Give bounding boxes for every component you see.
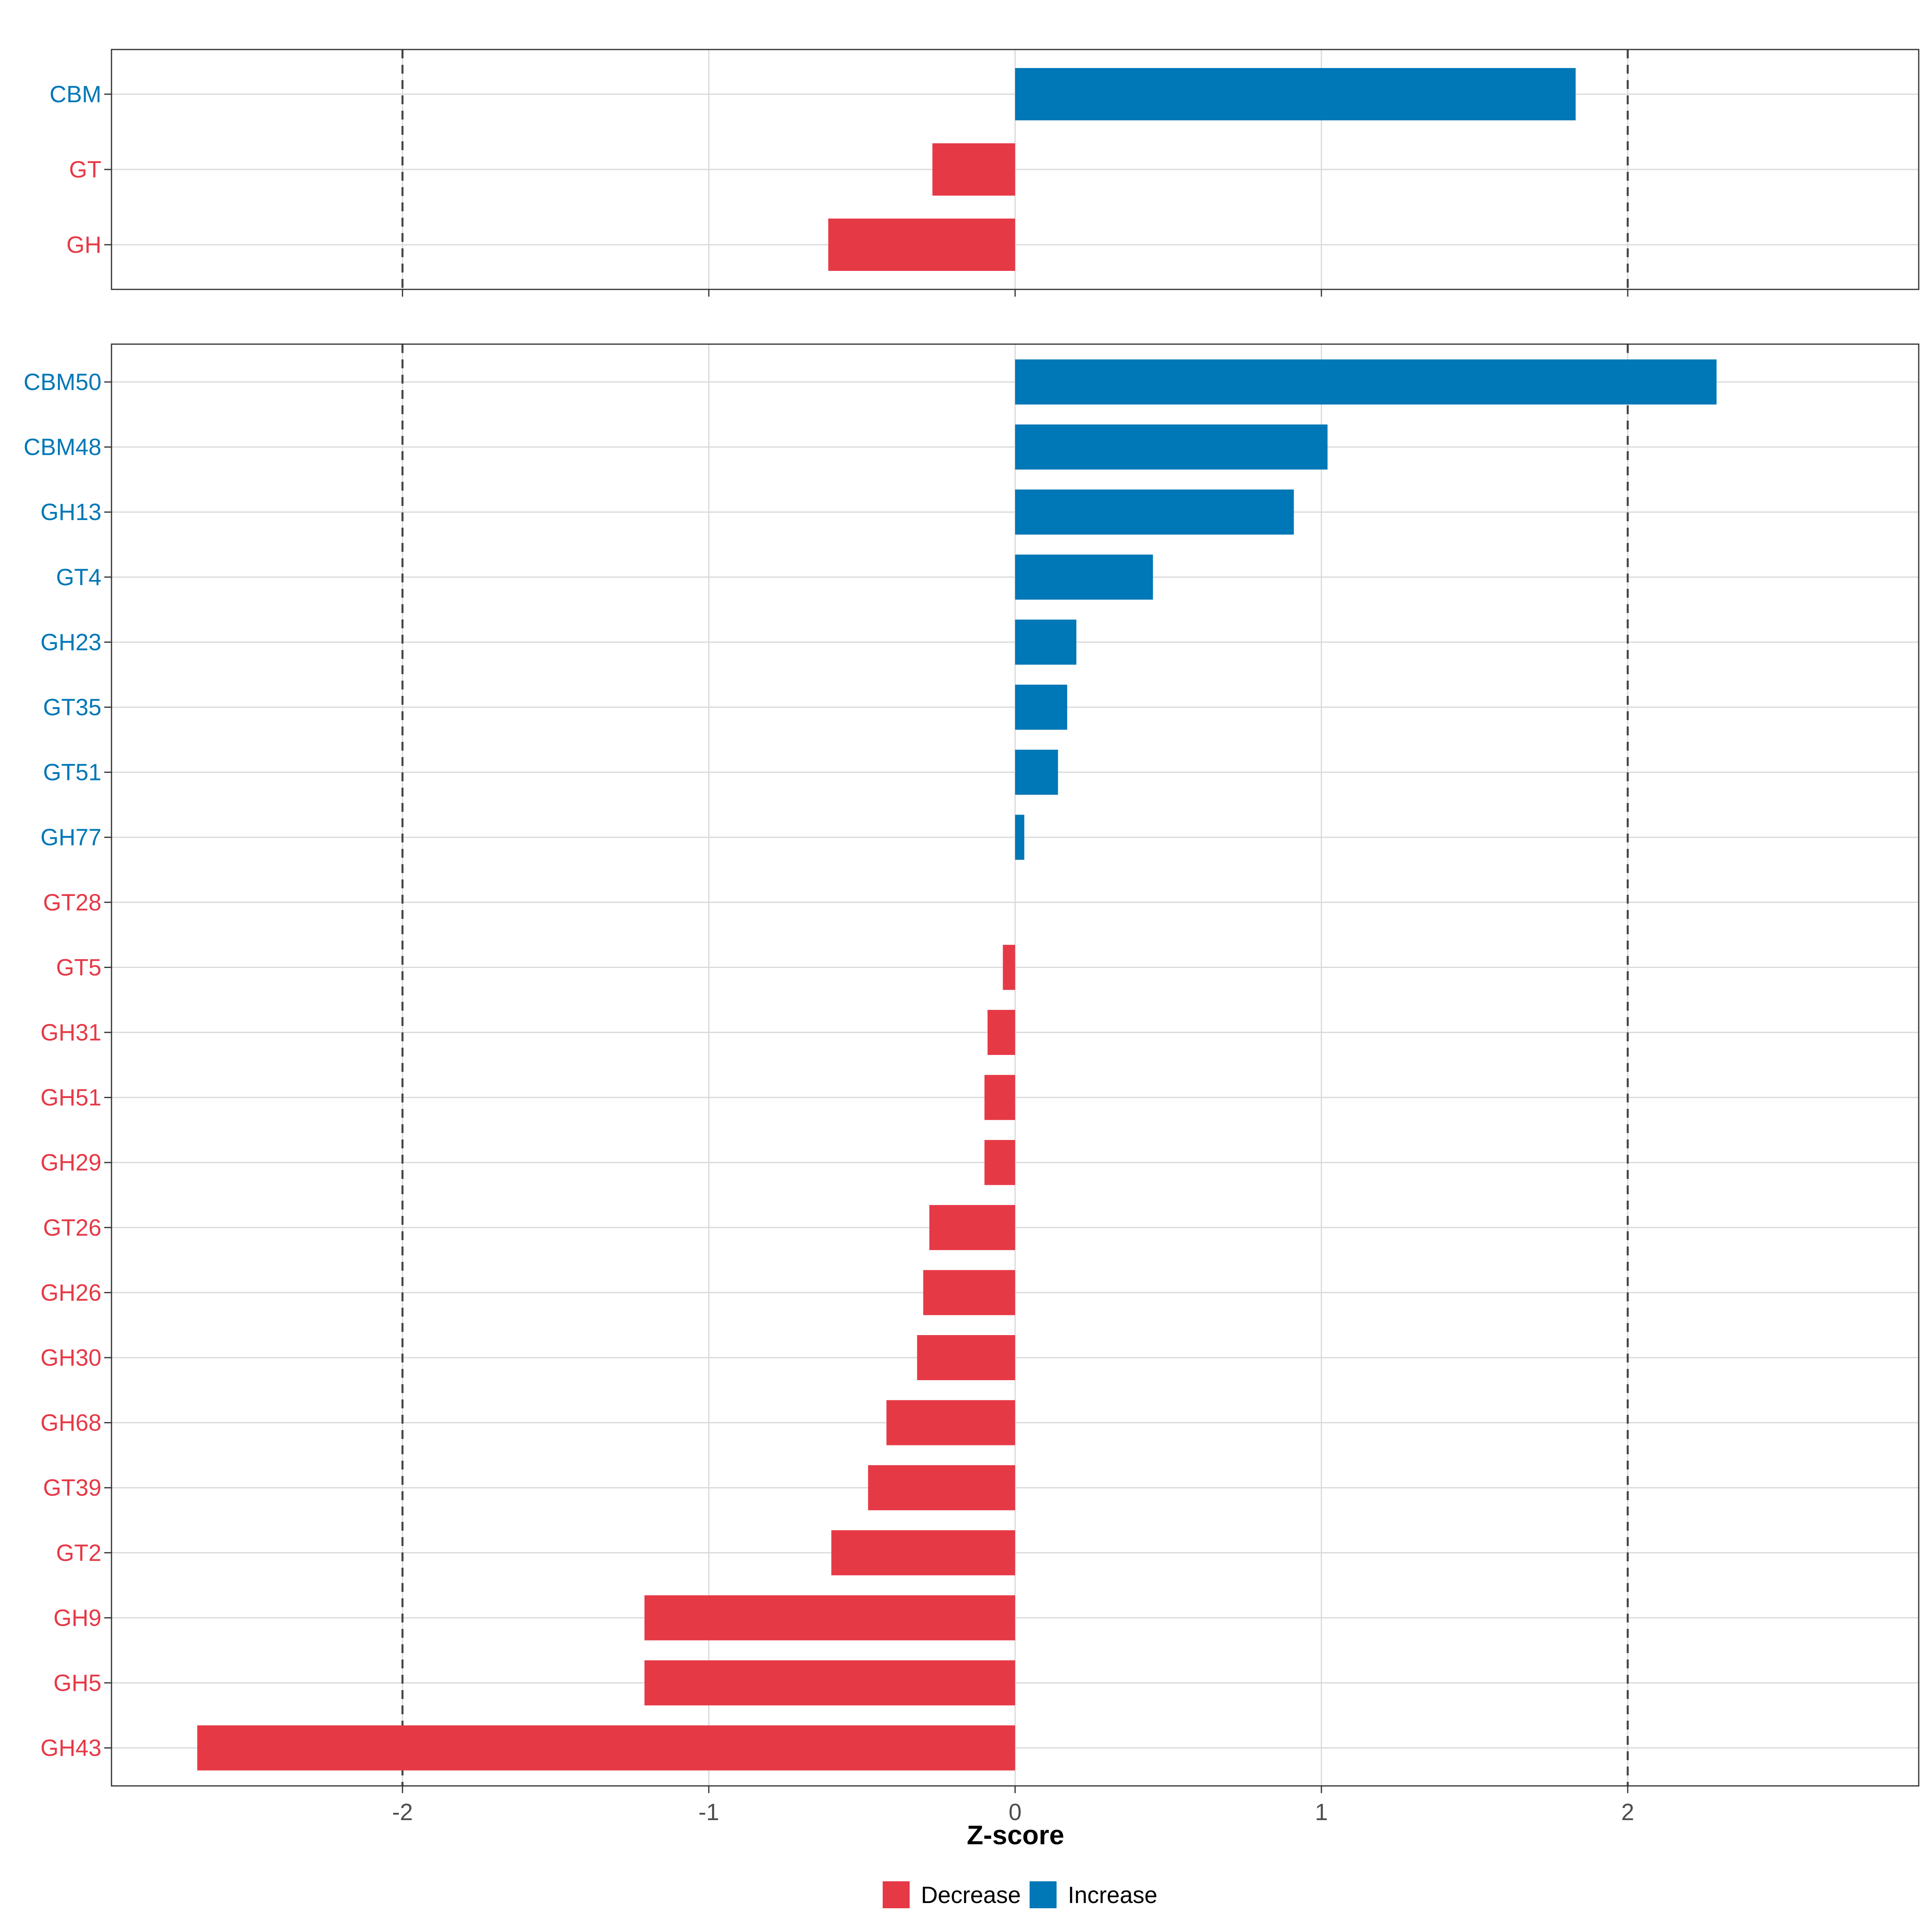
bar-cbm50 — [1015, 359, 1717, 405]
category-label-gh30: GH30 — [40, 1345, 101, 1371]
category-label-cbm50: CBM50 — [24, 369, 101, 395]
bar-gt26 — [929, 1205, 1015, 1250]
category-label-gt4: GT4 — [56, 564, 101, 590]
category-label-gh51: GH51 — [40, 1085, 101, 1111]
x-tick-label: -1 — [698, 1799, 719, 1825]
category-label-gh13: GH13 — [40, 499, 101, 525]
category-label-gh31: GH31 — [40, 1020, 101, 1046]
legend-swatch-increase — [1030, 1881, 1057, 1908]
legend: Decrease Increase — [883, 1881, 1157, 1908]
category-label-gh29: GH29 — [40, 1150, 101, 1176]
category-label-cbm: CBM — [50, 81, 101, 107]
legend-swatch-decrease — [883, 1881, 910, 1908]
category-label-gh68: GH68 — [40, 1410, 101, 1436]
bar-gh23 — [1015, 619, 1077, 665]
category-labels-layer: CBM GT GH CBM50 CBM48 GH13 GT4 GH23 GT35 GT51 GH77… — [24, 81, 101, 1761]
bar-gt51 — [1015, 749, 1058, 795]
bar-cbm — [1015, 68, 1576, 120]
category-label-gh26: GH26 — [40, 1280, 101, 1306]
category-label-gh77: GH77 — [40, 824, 101, 850]
x-tick-label: 1 — [1315, 1799, 1328, 1825]
category-label-cbm48: CBM48 — [24, 434, 101, 460]
x-axis-layer: Z-score -2 -1 0 1 2 — [392, 1799, 1634, 1850]
category-label-gt2: GT2 — [56, 1540, 101, 1566]
category-label-gh43: GH43 — [40, 1735, 101, 1761]
category-label-gt35: GT35 — [43, 694, 101, 720]
bar-gt — [932, 143, 1015, 196]
bar-gt35 — [1015, 685, 1067, 730]
x-tick-label: 2 — [1621, 1799, 1634, 1825]
bar-gh30 — [917, 1335, 1015, 1380]
category-label-gt39: GT39 — [43, 1475, 101, 1501]
bar-gt2 — [831, 1530, 1015, 1575]
category-label-gt26: GT26 — [43, 1215, 101, 1241]
category-label-gh: GH — [66, 232, 101, 258]
category-label-gt5: GT5 — [56, 954, 101, 980]
category-label-gt28: GT28 — [43, 890, 101, 916]
bar-gh29 — [984, 1140, 1015, 1185]
bar-gh — [828, 219, 1015, 271]
category-label-gt51: GT51 — [43, 760, 101, 786]
reference-line-layer — [401, 50, 1629, 1786]
category-label-gt: GT — [69, 157, 101, 183]
bars-layer — [197, 68, 1717, 1771]
bar-gt5 — [1003, 945, 1015, 990]
legend-label-increase: Increase — [1068, 1882, 1157, 1908]
panel-frame-layer — [104, 49, 1920, 1793]
bar-gh77 — [1015, 815, 1024, 860]
bar-gh31 — [987, 1010, 1015, 1055]
x-tick-label: -2 — [392, 1799, 413, 1825]
bar-gh5 — [644, 1660, 1015, 1705]
bar-gh9 — [644, 1595, 1015, 1641]
bar-gh13 — [1015, 489, 1294, 535]
bar-gh51 — [984, 1075, 1015, 1120]
x-tick-label: 0 — [1009, 1799, 1022, 1825]
category-label-gh5: GH5 — [54, 1670, 101, 1696]
category-label-gh23: GH23 — [40, 629, 101, 655]
legend-label-decrease: Decrease — [921, 1882, 1021, 1908]
category-label-gh9: GH9 — [54, 1605, 101, 1631]
bar-gt39 — [868, 1465, 1015, 1511]
bar-gh68 — [886, 1400, 1015, 1445]
bar-gh43 — [197, 1725, 1016, 1771]
bar-gh26 — [923, 1270, 1015, 1315]
bar-cbm48 — [1015, 424, 1328, 470]
bar-gt4 — [1015, 554, 1153, 600]
x-axis-title: Z-score — [967, 1820, 1064, 1850]
